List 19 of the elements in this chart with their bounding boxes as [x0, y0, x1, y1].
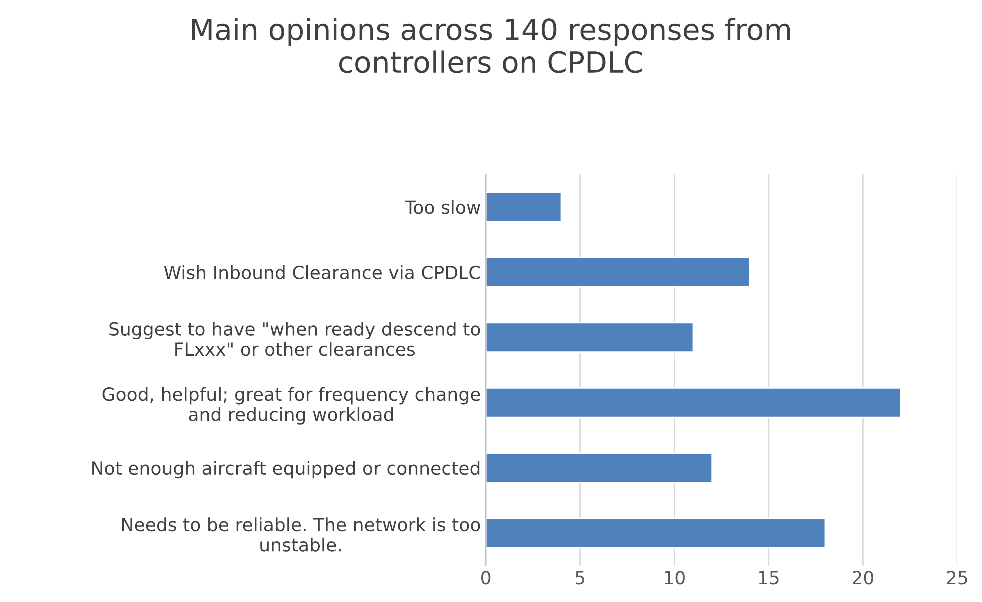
x-tick-label: 20 [853, 571, 874, 585]
y-tick-label: Needs to be reliable. The network is too unstable. [122, 518, 480, 552]
bar [486, 387, 902, 418]
x-tick-label: 15 [759, 571, 779, 585]
y-tick-label: Wish Inbound Clearance via CPDLC [164, 266, 480, 280]
y-tick-label: Suggest to have "when ready descend to FLxxx" or other clearances [110, 322, 480, 356]
x-tick-label: 5 [576, 571, 585, 585]
bar [486, 518, 826, 549]
y-tick-label: Good, helpful; great for frequency change and reducing workload [102, 387, 480, 425]
bar [486, 192, 562, 223]
x-tick-label: 10 [665, 571, 685, 585]
chart-title: Main opinions across 140 responses from controllers on CPDLC [192, 18, 790, 74]
y-tick-label: Not enough aircraft equipped or connected [92, 461, 480, 479]
y-tick-label: Too slow [405, 200, 480, 214]
x-tick-label: 0 [482, 571, 491, 585]
bar [486, 322, 694, 353]
x-tick-label: 25 [947, 571, 968, 585]
bar [486, 452, 714, 484]
bar [486, 257, 751, 288]
